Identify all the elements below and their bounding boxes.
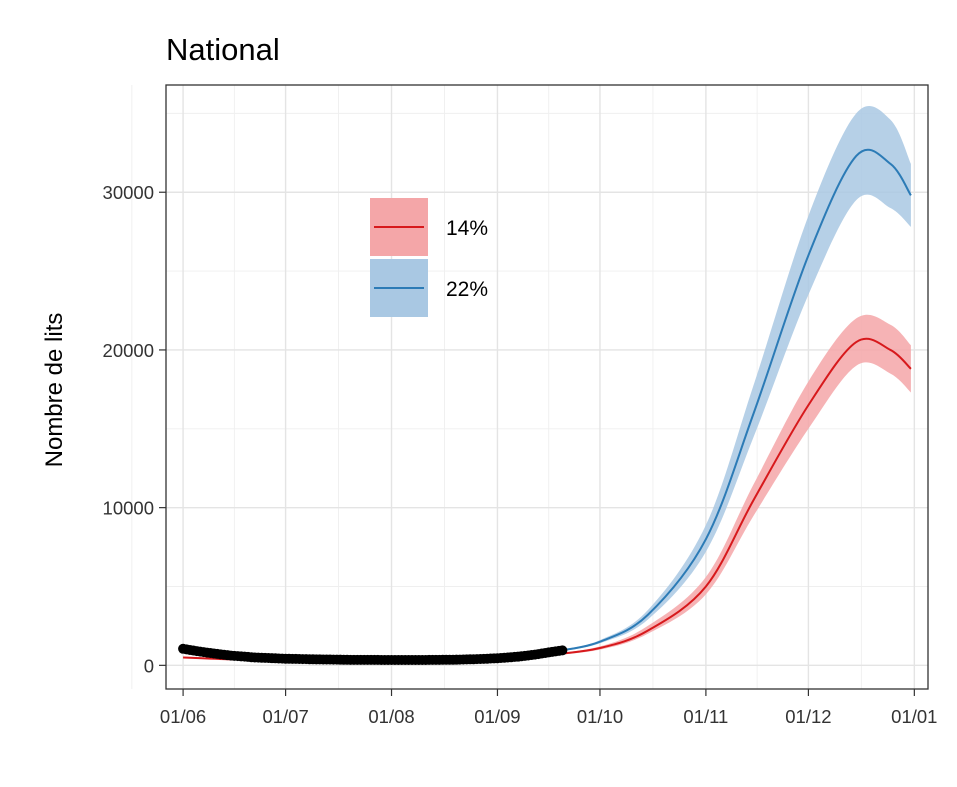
panel-border: [165, 84, 929, 690]
x-axis: 01/06 01/07 01/08 01/09 01/10 01/11 01/12 01/01: [160, 689, 937, 727]
y-tick-label: 20000: [103, 340, 154, 361]
y-tick-label: 0: [144, 655, 154, 676]
x-tick-label: 01/06: [160, 706, 206, 727]
x-tick-label: 01/10: [577, 706, 623, 727]
series-layer: [178, 106, 912, 665]
major-gridlines: [166, 85, 928, 689]
x-tick-label: 01/07: [262, 706, 308, 727]
y-axis-label: Nombre de lits: [41, 313, 68, 468]
y-tick-label: 30000: [103, 182, 154, 203]
legend: 14% 22%: [370, 198, 488, 317]
chart-title: National: [166, 32, 280, 67]
band-22pct: [562, 106, 911, 652]
x-tick-label: 01/09: [474, 706, 520, 727]
observed-point: [557, 645, 568, 656]
panel: [131, 84, 929, 690]
y-tick-label: 10000: [103, 498, 154, 519]
x-tick-label: 01/01: [891, 706, 937, 727]
legend-label: 22%: [446, 278, 488, 301]
line-22pct: [562, 148, 912, 652]
legend-label: 14%: [446, 217, 488, 240]
x-tick-label: 01/11: [683, 706, 728, 727]
x-tick-label: 01/08: [368, 706, 414, 727]
band-14pct: [183, 314, 911, 662]
x-tick-label: 01/12: [785, 706, 831, 727]
panel-background: [166, 85, 928, 689]
y-axis: 0 10000 20000 30000: [103, 182, 166, 676]
